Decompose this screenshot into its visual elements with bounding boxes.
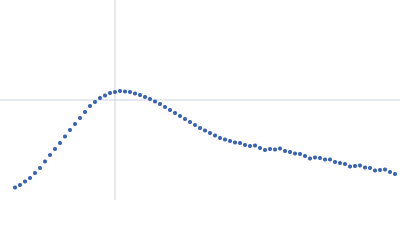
data-point <box>353 164 357 168</box>
data-point <box>58 141 62 145</box>
data-point <box>228 139 232 143</box>
data-point <box>263 148 267 152</box>
data-point <box>33 171 37 175</box>
data-point <box>378 168 382 172</box>
data-point <box>38 166 42 170</box>
data-point <box>313 155 317 160</box>
data-point <box>188 120 192 124</box>
data-point <box>173 111 177 115</box>
data-point <box>108 91 112 95</box>
data-point <box>128 90 132 94</box>
data-point <box>83 110 87 114</box>
data-point <box>233 140 237 145</box>
data-point <box>78 116 82 120</box>
data-point <box>93 100 97 104</box>
data-point <box>383 167 387 172</box>
data-point <box>88 104 92 108</box>
data-point <box>278 146 282 151</box>
data-point <box>318 156 322 160</box>
data-point <box>273 147 277 152</box>
data-point <box>343 162 347 166</box>
data-point <box>308 156 312 161</box>
data-point <box>148 97 152 101</box>
data-point <box>48 153 52 157</box>
data-point <box>163 105 167 109</box>
data-point <box>253 143 257 148</box>
data-point <box>118 89 122 93</box>
data-point <box>133 91 137 96</box>
data-point <box>223 137 227 142</box>
data-point <box>303 154 307 158</box>
data-point <box>143 95 147 99</box>
data-point <box>213 133 217 138</box>
data-point <box>138 93 142 97</box>
data-point <box>368 166 372 170</box>
data-point <box>178 114 182 118</box>
data-point <box>98 96 102 100</box>
data-point <box>203 128 207 133</box>
data-point <box>198 126 202 130</box>
data-point <box>53 147 57 151</box>
data-point <box>333 160 337 164</box>
data-point <box>238 141 242 145</box>
data-point <box>393 172 397 176</box>
data-point <box>158 102 162 106</box>
data-point <box>123 89 127 94</box>
data-point <box>208 131 212 135</box>
data-point <box>73 122 77 126</box>
chart <box>0 0 400 200</box>
data-point <box>283 149 287 153</box>
data-point <box>243 143 247 147</box>
data-point <box>218 136 222 140</box>
data-point <box>328 157 332 162</box>
data-point <box>338 161 342 165</box>
data-point <box>363 165 367 170</box>
data-point <box>43 159 47 164</box>
data-point <box>248 144 252 148</box>
data-point <box>18 183 22 187</box>
data-point <box>293 151 297 156</box>
data-point <box>288 150 292 154</box>
data-point <box>323 157 327 162</box>
data-point <box>23 179 27 184</box>
data-point <box>28 176 32 180</box>
data-point <box>168 108 172 112</box>
data-point <box>298 152 302 156</box>
data-point <box>68 128 72 132</box>
data-point <box>63 134 67 139</box>
data-point <box>183 117 187 121</box>
data-point <box>358 163 362 168</box>
data-point <box>13 185 17 190</box>
data-point <box>258 146 262 150</box>
data-point <box>268 147 272 151</box>
data-point <box>113 90 117 94</box>
data-point <box>388 170 392 174</box>
data-point <box>348 164 352 169</box>
data-point <box>193 123 197 127</box>
data-point <box>103 93 107 98</box>
data-point <box>373 168 377 173</box>
data-point <box>153 99 157 104</box>
